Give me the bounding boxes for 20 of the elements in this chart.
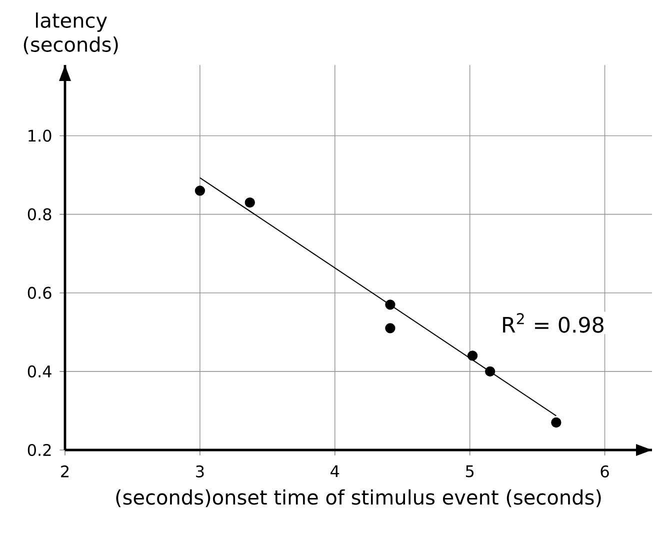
y-tick-label: 0.8 bbox=[28, 208, 52, 220]
point bbox=[194, 186, 206, 196]
x-tick-label: 5 bbox=[466, 465, 474, 478]
x-tick-label: 3 bbox=[196, 465, 204, 478]
y-tick-label: 0.2 bbox=[28, 444, 51, 456]
y-axis-title: latency (seconds) bbox=[24, 12, 118, 54]
point bbox=[244, 197, 255, 208]
point bbox=[467, 350, 478, 361]
y-tick-label: 0.4 bbox=[28, 365, 52, 378]
x-tick-label: 6 bbox=[600, 465, 609, 478]
y-tick-label: 0.6 bbox=[28, 286, 52, 299]
x-axis-title: (seconds)onset time of stimulus event (seconds) bbox=[116, 489, 601, 508]
point bbox=[551, 417, 562, 428]
point bbox=[385, 323, 396, 334]
x-tick-label: 2 bbox=[61, 465, 68, 478]
y-tick-label: 1.0 bbox=[28, 130, 52, 142]
x-tick-label: 4 bbox=[330, 465, 340, 478]
point bbox=[385, 300, 396, 310]
annotation: R$^{2}$ = 0.98 bbox=[503, 313, 604, 333]
point bbox=[484, 366, 496, 376]
